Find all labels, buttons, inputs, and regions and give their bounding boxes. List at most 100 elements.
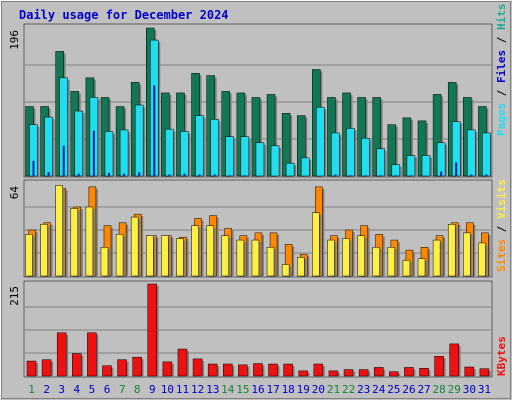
x-tick-label-day-9: 9 — [149, 383, 156, 396]
x-tick-label-day-11: 11 — [176, 383, 189, 396]
bar-files-day-7 — [119, 129, 129, 177]
x-tick-label-day-6: 6 — [104, 383, 111, 396]
legend-middle-part-1: / — [495, 225, 508, 239]
legend-bottom-part-0: KBytes — [495, 336, 508, 376]
bar-files-day-8 — [134, 104, 144, 177]
x-tick-label-day-13: 13 — [206, 383, 219, 396]
x-tick-label-day-5: 5 — [89, 383, 96, 396]
bar-kbytes-day-3 — [56, 332, 67, 377]
bar-visits-day-17 — [266, 247, 275, 277]
bar-files-day-23 — [361, 137, 370, 177]
bar-pages-day-12 — [198, 174, 201, 176]
bar-kbytes-day-20 — [313, 363, 324, 377]
bar-kbytes-day-7 — [117, 359, 127, 377]
bar-visits-day-14 — [221, 235, 230, 277]
x-tick-label-day-18: 18 — [282, 383, 295, 396]
y-max-label-middle: 64 — [8, 186, 21, 200]
bar-visits-day-2 — [40, 224, 48, 277]
bar-visits-day-15 — [236, 239, 245, 277]
x-tick-label-day-16: 16 — [251, 383, 264, 396]
bar-visits-day-27 — [417, 258, 426, 277]
bar-kbytes-day-15 — [238, 364, 248, 377]
y-max-label-top: 196 — [8, 30, 21, 50]
bar-kbytes-day-12 — [192, 358, 203, 377]
bar-files-day-6 — [104, 131, 114, 177]
bar-pages-day-23 — [364, 175, 367, 176]
x-tick-label-day-25: 25 — [387, 383, 400, 396]
bar-visits-day-9 — [146, 235, 154, 277]
bar-kbytes-day-29 — [449, 343, 459, 377]
bar-kbytes-day-24 — [373, 367, 384, 377]
x-tick-label-day-24: 24 — [372, 383, 386, 396]
bar-kbytes-day-9 — [147, 283, 158, 377]
bar-kbytes-day-8 — [132, 356, 142, 377]
bar-files-day-2 — [44, 116, 53, 177]
x-tick-label-day-26: 26 — [402, 383, 415, 396]
bar-kbytes-day-13 — [207, 363, 218, 377]
bar-pages-day-1 — [32, 160, 35, 176]
x-tick-label-day-10: 10 — [161, 383, 174, 396]
bar-visits-day-7 — [115, 234, 124, 277]
bar-kbytes-day-23 — [358, 369, 369, 377]
bar-visits-day-3 — [55, 185, 63, 277]
x-tick-label-day-12: 12 — [191, 383, 204, 396]
bar-pages-day-9 — [153, 85, 156, 176]
bars-layer — [25, 27, 493, 377]
bar-pages-day-5 — [92, 130, 95, 176]
legend-middle-part-0: Sites — [495, 239, 508, 272]
bar-pages-day-3 — [62, 145, 65, 176]
bar-pages-day-24 — [379, 175, 382, 176]
x-tick-label-day-4: 4 — [74, 383, 81, 396]
bar-files-day-14 — [225, 136, 235, 177]
bar-kbytes-day-4 — [72, 353, 82, 377]
x-tick-label-day-3: 3 — [58, 383, 65, 396]
bar-kbytes-day-14 — [223, 363, 233, 377]
bar-pages-day-8 — [138, 172, 141, 176]
bar-visits-day-22 — [342, 238, 350, 277]
bar-pages-day-21 — [334, 174, 337, 176]
bar-files-day-21 — [331, 132, 340, 177]
bar-pages-day-11 — [183, 173, 186, 176]
bar-kbytes-day-28 — [434, 356, 444, 377]
bar-files-day-18 — [285, 162, 295, 177]
bar-pages-day-13 — [213, 174, 216, 176]
bar-pages-day-30 — [470, 174, 473, 176]
bar-visits-day-25 — [387, 247, 396, 277]
bar-files-day-24 — [376, 148, 385, 177]
bar-kbytes-day-21 — [328, 370, 339, 377]
legend-top-part-3: / — [495, 36, 508, 50]
bar-kbytes-day-31 — [479, 368, 490, 377]
bar-pages-day-25 — [394, 175, 397, 176]
bar-visits-day-12 — [191, 225, 199, 277]
bar-pages-day-2 — [47, 172, 50, 176]
bar-files-day-19 — [300, 157, 310, 177]
bar-kbytes-day-16 — [253, 363, 263, 377]
bar-kbytes-day-18 — [283, 363, 293, 377]
bar-pages-day-14 — [228, 175, 231, 176]
bar-files-day-31 — [482, 132, 491, 177]
x-tick-label-day-21: 21 — [327, 383, 340, 396]
x-tick-label-day-31: 31 — [478, 383, 491, 396]
bar-visits-day-28 — [432, 239, 441, 277]
bar-visits-day-20 — [312, 212, 320, 277]
bar-files-day-20 — [316, 107, 325, 177]
x-tick-label-day-28: 28 — [433, 383, 446, 396]
bar-visits-day-4 — [70, 208, 79, 277]
bar-files-day-12 — [195, 115, 204, 177]
bar-kbytes-day-30 — [464, 366, 475, 377]
bar-visits-day-19 — [296, 257, 305, 277]
bar-visits-day-13 — [206, 225, 214, 277]
bar-kbytes-day-22 — [343, 369, 354, 377]
bar-kbytes-day-10 — [162, 361, 173, 377]
legend-top-part-1: / — [495, 89, 508, 103]
bar-pages-day-29 — [455, 162, 458, 176]
bar-pages-day-22 — [349, 175, 352, 176]
legend-top-part-0: Pages — [495, 103, 508, 136]
bar-files-day-26 — [406, 155, 416, 177]
x-tick-label-day-22: 22 — [342, 383, 355, 396]
bar-visits-day-31 — [478, 242, 486, 277]
bar-files-day-15 — [240, 136, 250, 177]
bar-visits-day-10 — [161, 235, 169, 277]
